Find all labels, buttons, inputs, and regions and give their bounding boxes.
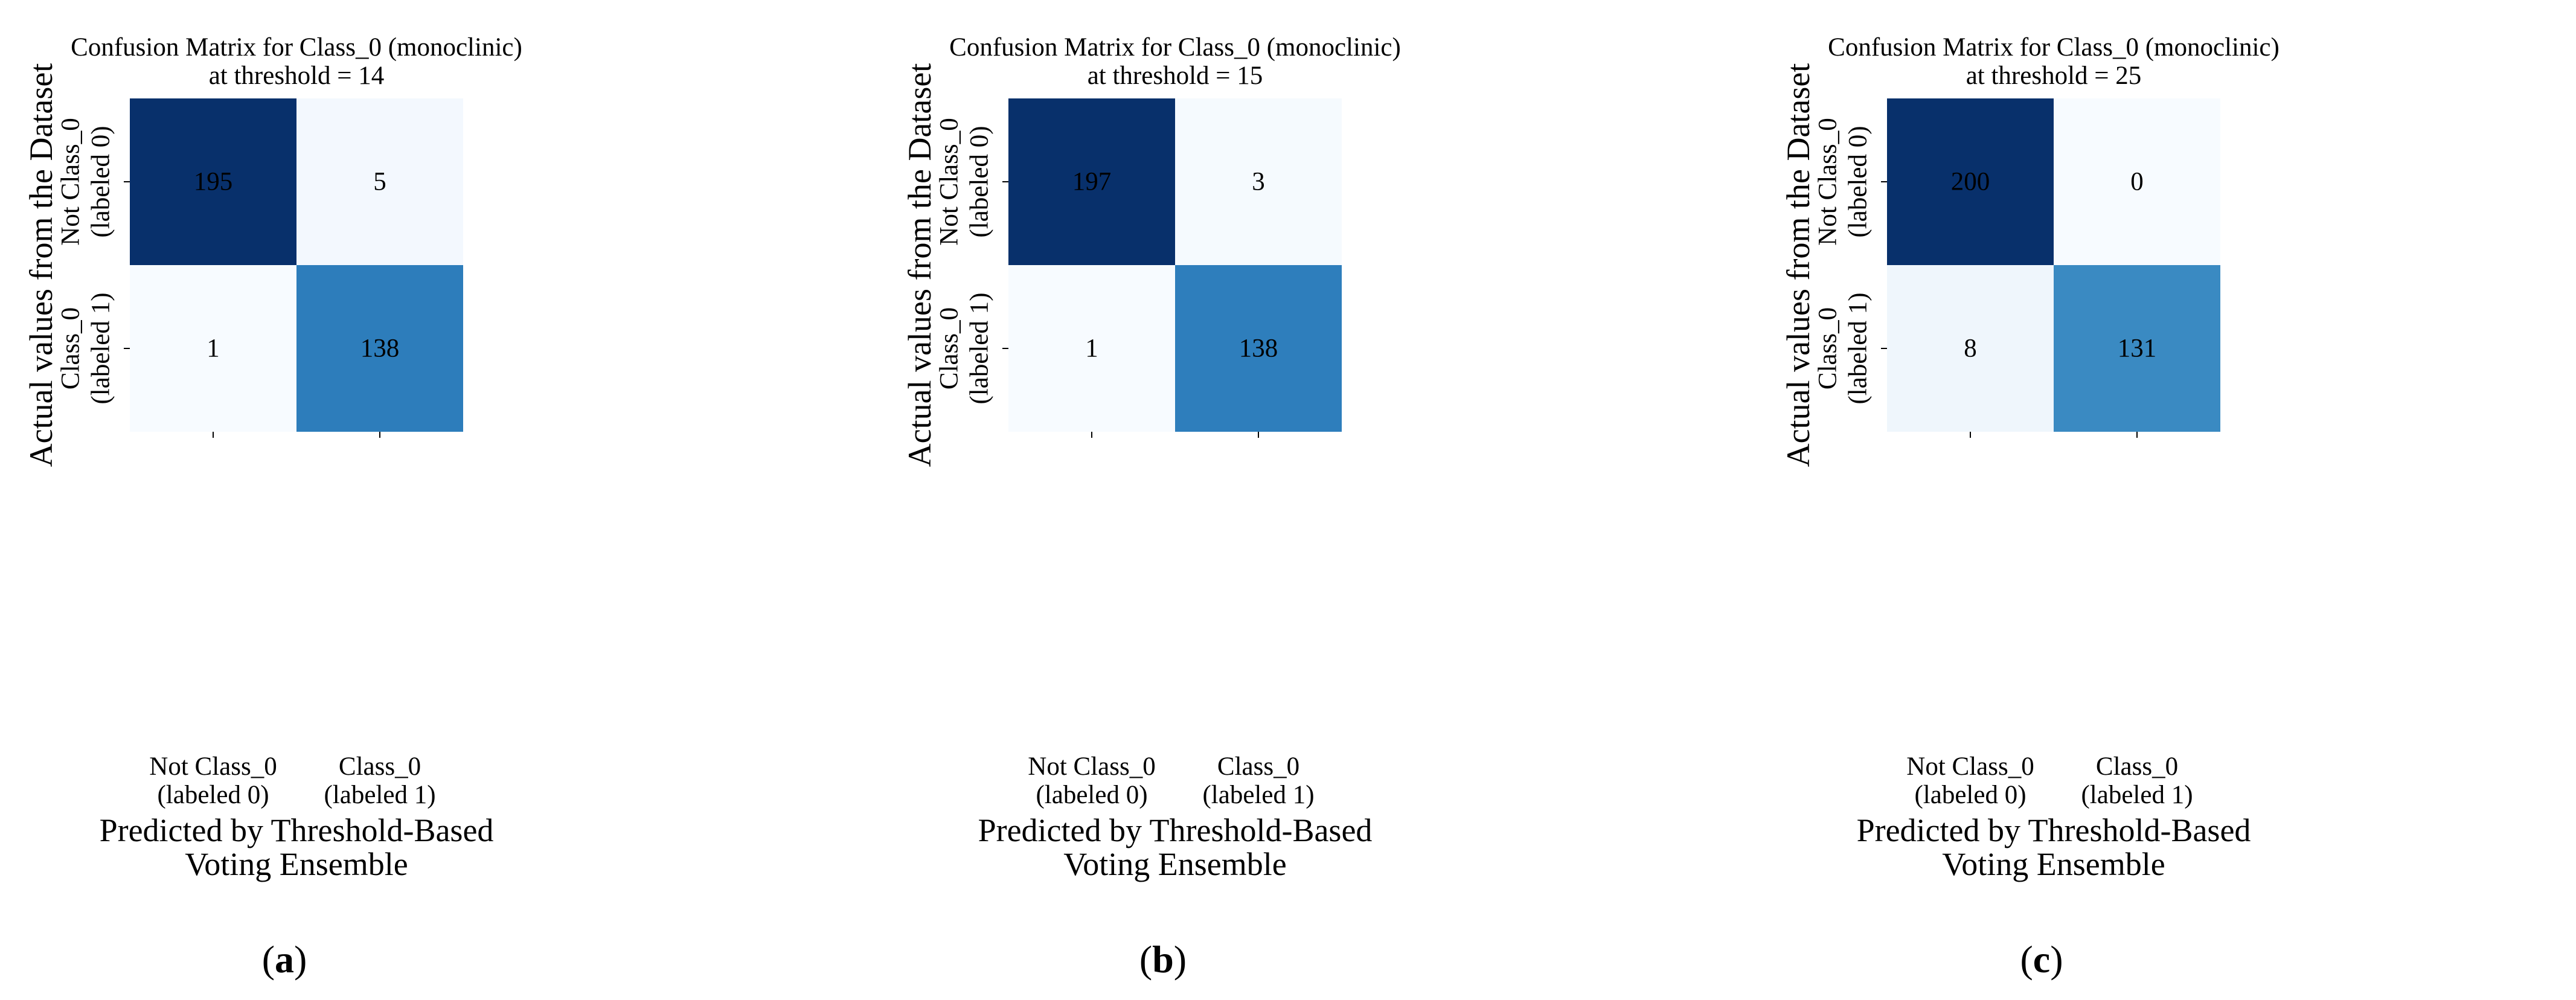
- y-axis-label: Actual values from the Dataset: [902, 63, 938, 467]
- x-axis-label-line-2: Voting Ensemble: [1063, 846, 1286, 882]
- panel-caption: (c): [2020, 938, 2063, 981]
- cell-value-r1-c1: 138: [360, 335, 400, 363]
- confusion-matrix-panel-3: 200 0 8 131 Confusion Matrix for Class_0 (mo…: [1780, 33, 2280, 981]
- heatmap-cell-r1-c1: [1175, 265, 1342, 432]
- cell-value-r1-c0: 1: [207, 335, 220, 363]
- x-axis-label-line-1: Predicted by Threshold-Based: [100, 812, 494, 848]
- chart-title-line-2: at threshold = 15: [1088, 62, 1263, 90]
- x-axis-label-line-1: Predicted by Threshold-Based: [1857, 812, 2251, 848]
- y-tick-label-1-line-2: (labeled 0): [1844, 126, 1873, 237]
- cell-value-r1-c0: 8: [1964, 335, 1977, 363]
- chart-title-line-1: Confusion Matrix for Class_0 (monoclinic…: [949, 33, 1401, 62]
- cell-value-r0-c1: 3: [1252, 168, 1265, 196]
- heatmap-cell-r0-c0: [130, 98, 296, 265]
- cell-value-r1-c0: 1: [1085, 335, 1098, 363]
- cell-value-r1-c1: 131: [2118, 335, 2157, 363]
- chart-title-line-1: Confusion Matrix for Class_0 (monoclinic…: [71, 33, 522, 62]
- y-tick-label-1-line-1: Not Class_0: [1814, 118, 1842, 245]
- panel-caption: (a): [262, 938, 307, 981]
- heatmap-cell-r0-c0: [1887, 98, 2054, 265]
- x-tick-label-2-line-2: (labeled 1): [2081, 781, 2193, 809]
- cell-value-r0-c0: 197: [1072, 168, 1112, 196]
- x-tick-label-1-line-2: (labeled 0): [157, 781, 269, 809]
- x-tick-label-2-line-1: Class_0: [339, 752, 421, 781]
- heatmap-cell-r1-c0: [1008, 265, 1175, 432]
- x-tick-label-2-line-2: (labeled 1): [324, 781, 435, 809]
- y-tick-label-1-line-1: Not Class_0: [57, 118, 85, 245]
- y-tick-label-1-line-2: (labeled 0): [966, 126, 994, 237]
- confusion-matrix-panel-2: 197 3 1 138 Confusion Matrix for Class_0 (mo…: [902, 33, 1401, 981]
- heatmap-cell-r1-c1: [2054, 265, 2220, 432]
- x-tick-label-1-line-1: Not Class_0: [1906, 752, 2034, 781]
- x-axis-label-line-2: Voting Ensemble: [185, 846, 408, 882]
- x-tick-label-2-line-2: (labeled 1): [1202, 781, 1314, 809]
- cell-value-r0-c0: 195: [194, 168, 233, 196]
- x-tick-label-2-line-1: Class_0: [1217, 752, 1299, 781]
- heatmap-cell-r0-c0: [1008, 98, 1175, 265]
- panel-caption: (b): [1139, 938, 1187, 981]
- y-tick-label-1-line-1: Not Class_0: [935, 118, 964, 245]
- y-tick-label-2-line-2: (labeled 1): [87, 292, 115, 404]
- chart-title-line-2: at threshold = 25: [1966, 62, 2142, 90]
- heatmap-cell-r0-c1: [296, 98, 463, 265]
- cell-value-r0-c1: 5: [373, 168, 386, 196]
- heatmap-cell-r0-c1: [2054, 98, 2220, 265]
- x-tick-label-2-line-1: Class_0: [2096, 752, 2178, 781]
- x-tick-label-1-line-1: Not Class_0: [149, 752, 277, 781]
- x-tick-label-1-line-1: Not Class_0: [1028, 752, 1155, 781]
- y-axis-label: Actual values from the Dataset: [1780, 63, 1816, 467]
- y-tick-label-2-line-1: Class_0: [57, 307, 85, 389]
- y-axis-label: Actual values from the Dataset: [23, 63, 59, 467]
- chart-title-line-1: Confusion Matrix for Class_0 (monoclinic…: [1828, 33, 2280, 62]
- cell-value-r0-c0: 200: [1951, 168, 1990, 196]
- chart-title-line-2: at threshold = 14: [209, 62, 385, 90]
- y-tick-label-2-line-1: Class_0: [935, 307, 964, 389]
- cell-value-r0-c1: 0: [2130, 168, 2144, 196]
- x-tick-label-1-line-2: (labeled 0): [1914, 781, 2026, 809]
- heatmap-cell-r1-c1: [296, 265, 463, 432]
- heatmap-cell-r0-c1: [1175, 98, 1342, 265]
- y-tick-label-2-line-2: (labeled 1): [1844, 292, 1873, 404]
- y-tick-label-2-line-2: (labeled 1): [966, 292, 994, 404]
- x-tick-label-1-line-2: (labeled 0): [1036, 781, 1147, 809]
- y-tick-label-1-line-2: (labeled 0): [87, 126, 115, 237]
- cell-value-r1-c1: 138: [1239, 335, 1278, 363]
- y-tick-label-2-line-1: Class_0: [1814, 307, 1842, 389]
- confusion-matrix-panel-1: 195 5 1 138 Confusion Matrix for Class_0 (mo…: [23, 33, 522, 981]
- x-axis-label-line-2: Voting Ensemble: [1942, 846, 2165, 882]
- heatmap-cell-r1-c0: [1887, 265, 2054, 432]
- x-axis-label-line-1: Predicted by Threshold-Based: [978, 812, 1373, 848]
- heatmap-cell-r1-c0: [130, 265, 296, 432]
